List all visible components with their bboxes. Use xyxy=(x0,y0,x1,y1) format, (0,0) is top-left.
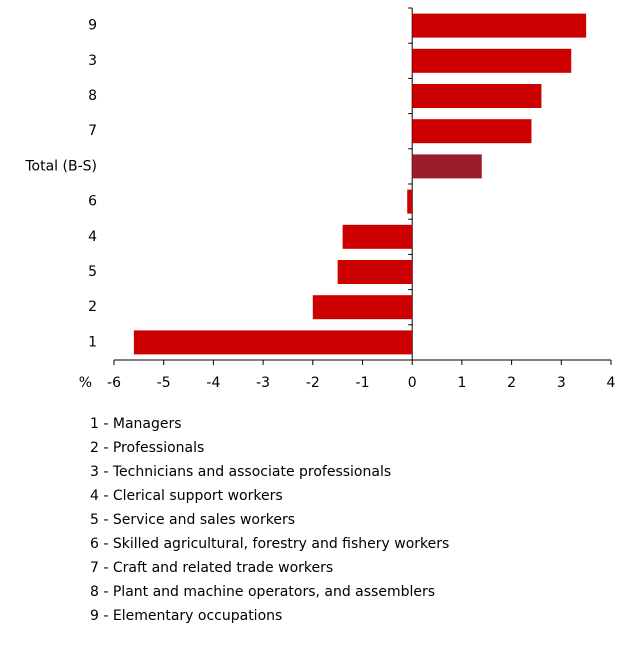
legend-entry: 8 - Plant and machine operators, and ass… xyxy=(90,584,435,600)
y-tick-label: 8 xyxy=(88,88,97,104)
x-tick-label: 3 xyxy=(557,375,566,391)
legend-entry: 7 - Craft and related trade workers xyxy=(90,560,333,576)
y-tick-label: 2 xyxy=(88,299,97,315)
x-tick-label: -4 xyxy=(206,375,220,391)
bar xyxy=(312,295,413,320)
bar xyxy=(407,189,413,214)
x-tick-label: -2 xyxy=(306,375,320,391)
legend-entry: 6 - Skilled agricultural, forestry and f… xyxy=(90,536,449,552)
x-tick-label: 1 xyxy=(457,375,466,391)
bar xyxy=(133,330,413,355)
x-tick-label: -5 xyxy=(157,375,171,391)
x-tick-label: 2 xyxy=(507,375,516,391)
y-tick-label: 3 xyxy=(88,53,97,69)
legend-entry: 4 - Clerical support workers xyxy=(90,488,283,504)
bar xyxy=(412,119,532,144)
x-axis-label: % xyxy=(79,375,92,391)
bar xyxy=(342,224,413,249)
x-tick-label: 4 xyxy=(607,375,616,391)
y-tick-label: 1 xyxy=(88,334,97,350)
y-tick-label: 6 xyxy=(88,194,97,210)
bar xyxy=(412,48,572,73)
y-tick-label: 4 xyxy=(88,229,97,245)
y-tick-label: 5 xyxy=(88,264,97,280)
x-tick-label: -6 xyxy=(107,375,121,391)
y-tick-label: 9 xyxy=(88,18,97,34)
legend-entry: 3 - Technicians and associate profession… xyxy=(90,464,391,480)
legend-entry: 2 - Professionals xyxy=(90,440,204,456)
legend-entry: 9 - Elementary occupations xyxy=(90,608,282,624)
x-tick-label: 0 xyxy=(408,375,417,391)
bar xyxy=(337,260,413,284)
y-tick-label: 7 xyxy=(88,123,97,139)
legend-entry: 1 - Managers xyxy=(90,416,182,432)
legend-entry: 5 - Service and sales workers xyxy=(90,512,295,528)
bar xyxy=(412,154,482,179)
x-tick-label: -3 xyxy=(256,375,270,391)
bar xyxy=(412,13,587,38)
y-tick-label: Total (B-S) xyxy=(24,158,97,174)
x-tick-label: -1 xyxy=(356,375,370,391)
bar xyxy=(412,84,542,108)
